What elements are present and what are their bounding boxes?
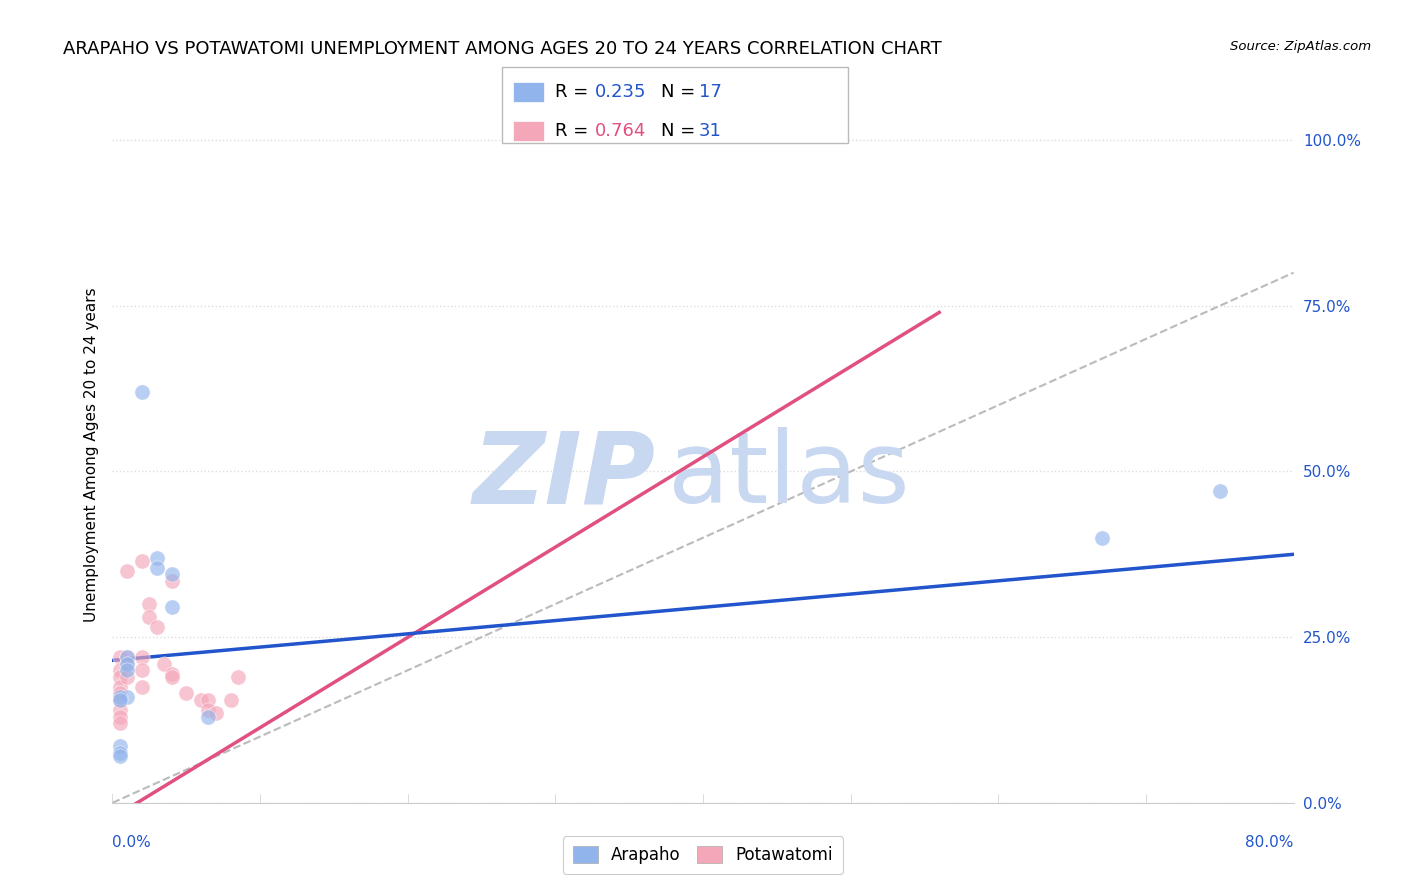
Text: 17: 17 — [699, 83, 721, 101]
Text: 31: 31 — [699, 122, 721, 140]
Text: 80.0%: 80.0% — [1246, 836, 1294, 850]
Point — [108, 746, 131, 760]
Point — [117, 650, 138, 665]
Point — [131, 663, 153, 677]
Legend: Arapaho, Potawatomi: Arapaho, Potawatomi — [562, 837, 844, 874]
Point — [138, 610, 160, 624]
Point — [219, 693, 242, 707]
Point — [138, 597, 160, 611]
Y-axis label: Unemployment Among Ages 20 to 24 years: Unemployment Among Ages 20 to 24 years — [83, 287, 98, 623]
Point — [1208, 484, 1232, 499]
Point — [146, 560, 169, 574]
Point — [131, 680, 153, 694]
Point — [108, 663, 131, 677]
Point — [197, 693, 219, 707]
Point — [108, 693, 131, 707]
Point — [117, 650, 138, 665]
Point — [117, 657, 138, 671]
Point — [205, 706, 228, 721]
Point — [117, 670, 138, 684]
Point — [108, 680, 131, 694]
Text: N =: N = — [661, 122, 700, 140]
Point — [153, 657, 176, 671]
Point — [108, 686, 131, 700]
Text: N =: N = — [661, 83, 700, 101]
Point — [108, 739, 131, 754]
Text: Source: ZipAtlas.com: Source: ZipAtlas.com — [1230, 40, 1371, 54]
Point — [146, 550, 169, 565]
Text: R =: R = — [555, 122, 595, 140]
Point — [160, 574, 183, 588]
Point — [108, 749, 131, 764]
Point — [190, 693, 212, 707]
Text: atlas: atlas — [668, 427, 910, 524]
Point — [146, 620, 169, 634]
Point — [117, 564, 138, 578]
Point — [108, 670, 131, 684]
Text: 0.764: 0.764 — [595, 122, 647, 140]
Point — [108, 650, 131, 665]
Point — [131, 554, 153, 568]
Point — [108, 709, 131, 723]
Point — [117, 657, 138, 671]
Text: ZIP: ZIP — [472, 427, 655, 524]
Point — [197, 709, 219, 723]
Text: ARAPAHO VS POTAWATOMI UNEMPLOYMENT AMONG AGES 20 TO 24 YEARS CORRELATION CHART: ARAPAHO VS POTAWATOMI UNEMPLOYMENT AMONG… — [63, 40, 942, 58]
Point — [117, 690, 138, 704]
Point — [160, 666, 183, 681]
Text: 0.235: 0.235 — [595, 83, 647, 101]
Point — [160, 567, 183, 582]
Point — [108, 703, 131, 717]
Point — [174, 686, 197, 700]
Point — [1091, 531, 1114, 545]
Text: R =: R = — [555, 83, 595, 101]
Point — [131, 650, 153, 665]
Point — [108, 716, 131, 731]
Point — [226, 670, 249, 684]
Point — [108, 690, 131, 704]
Point — [117, 663, 138, 677]
Point — [108, 693, 131, 707]
Point — [160, 670, 183, 684]
Point — [197, 703, 219, 717]
Point — [131, 384, 153, 399]
Point — [160, 600, 183, 615]
Text: 0.0%: 0.0% — [112, 836, 152, 850]
